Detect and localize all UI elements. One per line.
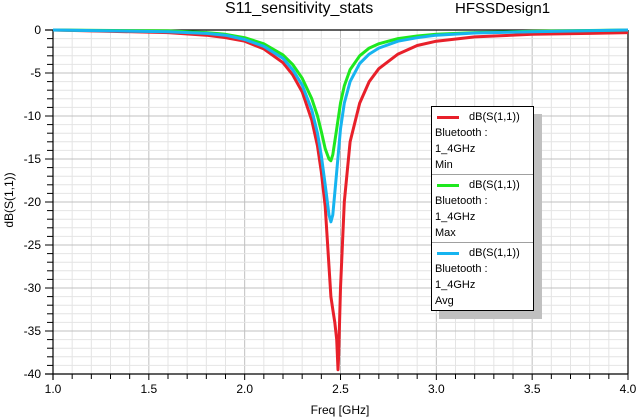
svg-text:2.5: 2.5 (332, 382, 349, 396)
svg-text:-5: -5 (30, 66, 41, 80)
curve (52, 28, 629, 224)
legend-sweep: Bluetooth : 1_4GHz (435, 195, 488, 223)
svg-text:0: 0 (34, 23, 41, 37)
design-name: HFSSDesign1 (455, 0, 551, 17)
legend-entry-max[interactable]: dB(S(1,1)) Bluetooth : 1_4GHz Max (432, 175, 533, 243)
svg-text:-10: -10 (24, 109, 42, 123)
data-curves (52, 28, 629, 372)
svg-text:1.0: 1.0 (45, 382, 62, 396)
legend-stat: Max (435, 227, 456, 239)
legend-label: dB(S(1,1)) (469, 179, 520, 191)
svg-text:-15: -15 (24, 152, 42, 166)
legend-swatch-min (437, 115, 459, 119)
svg-text:-40: -40 (24, 367, 42, 381)
y-axis-label: dB(S(1,1)) (2, 172, 16, 227)
svg-text:-25: -25 (24, 238, 42, 252)
legend-sweep: Bluetooth : 1_4GHz (435, 263, 488, 291)
legend-stat: Avg (435, 295, 454, 307)
legend-stat: Min (435, 159, 453, 171)
legend-sweep: Bluetooth : 1_4GHz (435, 127, 488, 155)
svg-text:4.0: 4.0 (620, 382, 637, 396)
svg-text:1.5: 1.5 (140, 382, 157, 396)
svg-text:3.0: 3.0 (428, 382, 445, 396)
curve (52, 28, 629, 372)
svg-text:-20: -20 (24, 195, 42, 209)
svg-text:2.0: 2.0 (236, 382, 253, 396)
legend-label: dB(S(1,1)) (469, 111, 520, 123)
x-axis-label: Freq [GHz] (311, 403, 370, 417)
legend-swatch-max (437, 183, 459, 187)
legend-entry-min[interactable]: dB(S(1,1)) Bluetooth : 1_4GHz Min (432, 107, 533, 175)
legend-label: dB(S(1,1)) (469, 247, 520, 259)
legend-swatch-avg (437, 251, 459, 255)
chart-title: S11_sensitivity_stats (225, 0, 374, 17)
svg-text:-30: -30 (24, 281, 42, 295)
curve (52, 28, 629, 163)
legend[interactable]: dB(S(1,1)) Bluetooth : 1_4GHz Min dB(S(1… (431, 106, 534, 311)
svg-text:-35: -35 (24, 324, 42, 338)
svg-text:3.5: 3.5 (524, 382, 541, 396)
legend-entry-avg[interactable]: dB(S(1,1)) Bluetooth : 1_4GHz Avg (432, 243, 533, 310)
